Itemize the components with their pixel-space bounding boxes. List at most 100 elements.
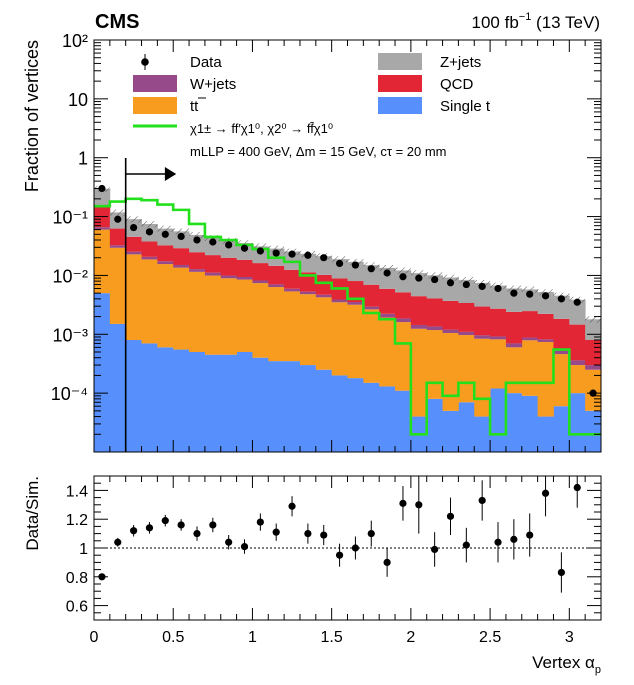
y-tick-label: 10⁻³ [52, 325, 88, 345]
stack-bar [157, 264, 174, 348]
uncertainty-band [236, 240, 253, 247]
stack-bar [490, 388, 507, 452]
stack-bar [284, 361, 301, 452]
stack-bar [173, 267, 190, 350]
data-point [351, 261, 360, 269]
stack-bar [569, 324, 586, 361]
cut-arrow-head [164, 167, 177, 181]
stack-bar [505, 311, 523, 344]
uncertainty-band [505, 285, 522, 292]
stack-bar [395, 318, 412, 323]
y-tick-label: 10⁻¹ [52, 208, 88, 228]
stack-bar [236, 277, 253, 280]
y-tick-label: 10⁻⁴ [51, 384, 88, 404]
stack-bar [426, 330, 443, 399]
uncertainty-band [521, 286, 538, 293]
stack-bar [458, 331, 475, 336]
stack-bar [268, 284, 285, 288]
legend-label-data: Data [190, 54, 222, 71]
stack-bar [474, 306, 491, 336]
stack-bar [173, 248, 190, 265]
ratio-point [526, 531, 534, 539]
stack-bar [157, 261, 174, 265]
legend-entry-ttbar: tt [133, 97, 206, 115]
stack-bar [537, 313, 554, 340]
stack-bar [521, 311, 539, 338]
stack-bar [252, 280, 269, 284]
stack-bar [125, 339, 142, 452]
data-point [462, 280, 470, 289]
stack-bar [347, 304, 364, 379]
legend-label-signal: χ1± → ff′χ1⁰, χ2⁰ → ff̄χ1⁰ [190, 121, 333, 136]
data-point [526, 290, 534, 298]
y-tick-label: 10 [68, 90, 88, 110]
stack-bar [236, 352, 253, 452]
stack-bar [474, 338, 491, 417]
stack-bar [252, 357, 269, 452]
x-tick-label: 2 [406, 629, 415, 646]
data-point [541, 292, 550, 300]
stack-bar [268, 361, 285, 452]
stack-bar [490, 308, 507, 337]
uncertainty-band [537, 289, 554, 296]
stack-bar [268, 287, 285, 362]
stack-bar [458, 402, 475, 452]
data-point [415, 274, 423, 282]
x-tick-label: 2.5 [479, 629, 501, 646]
stack-bar [94, 227, 111, 230]
uncertainty-band [189, 232, 205, 239]
ratio-point [446, 512, 455, 520]
stack-bar [252, 263, 269, 281]
ratio-point [145, 524, 154, 532]
ratio-point [177, 521, 185, 529]
stack-bar [585, 365, 602, 370]
data-point [367, 265, 375, 273]
stack-bar [521, 340, 539, 396]
stack-bar [474, 416, 491, 452]
ratio-point [431, 545, 439, 554]
ratio-point [383, 558, 391, 567]
ratio-point [130, 527, 138, 535]
ratio-point [304, 530, 312, 538]
ratio-y-tick-label: 1 [79, 541, 88, 558]
stack-bar [505, 347, 523, 394]
legend-label-qcd: QCD [440, 76, 474, 93]
x-tick-label: 0.5 [162, 629, 184, 646]
x-axis-title: Vertex αp [532, 653, 601, 676]
stack-bar [553, 406, 570, 452]
stack-bar [141, 241, 158, 257]
stack-bar [347, 281, 364, 303]
stack-bar [347, 378, 364, 452]
ratio-point [240, 542, 249, 551]
data-point [431, 275, 439, 284]
stack-bar [458, 303, 475, 332]
legend-entry-data: Data [141, 54, 222, 71]
stack-bar [585, 410, 602, 452]
stack-bar [189, 352, 206, 452]
stack-bar [379, 267, 396, 289]
stack-bar [315, 274, 333, 295]
stack-bar [204, 272, 222, 276]
stack-bar [173, 349, 190, 452]
legend-entry-signal: χ1± → ff′χ1⁰, χ2⁰ → ff̄χ1⁰ [133, 121, 333, 136]
uncertainty-band [268, 245, 285, 252]
data-point [288, 250, 296, 258]
x-tick-label: 1.5 [321, 629, 343, 646]
stack-bar [426, 326, 443, 331]
stack-bar [490, 285, 507, 309]
stack-bar [331, 302, 348, 376]
data-point [399, 273, 407, 281]
stack-4-group [94, 206, 602, 366]
stack-bar [426, 298, 443, 327]
stack-bar [505, 343, 523, 348]
ratio-point [256, 518, 264, 526]
data-point [98, 184, 106, 193]
stack-bar [521, 337, 539, 341]
stack-bar [474, 335, 491, 339]
stack-bar [94, 229, 111, 294]
stack-bar [284, 291, 301, 362]
legend-label-ttbar: tt [190, 98, 199, 115]
x-tick-label: 3 [565, 629, 574, 646]
ratio-y-tick-label: 0.6 [66, 599, 88, 616]
data-point [494, 284, 502, 293]
